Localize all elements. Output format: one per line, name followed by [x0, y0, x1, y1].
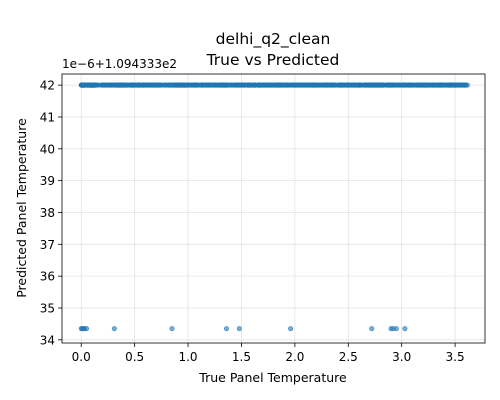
y-tick-label: 42: [40, 79, 55, 93]
chart-title: delhi_q2_clean: [216, 30, 331, 49]
scatter-point: [99, 82, 105, 88]
x-tick-label: 0.5: [125, 350, 144, 364]
scatter-point-low: [84, 326, 90, 332]
scatter-point: [256, 82, 262, 88]
scatter-point: [457, 82, 463, 88]
scatter-point-low: [369, 326, 375, 332]
scatter-point-low: [224, 326, 230, 332]
scatter-point: [165, 82, 171, 88]
x-tick-label: 3.5: [446, 350, 465, 364]
x-tick-label: 2.0: [285, 350, 304, 364]
scatter-point: [247, 82, 253, 88]
scatter-point: [319, 82, 325, 88]
scatter-point: [181, 82, 187, 88]
scatter-point: [270, 82, 276, 88]
scatter-point: [297, 82, 303, 88]
scatter-point-low: [393, 326, 399, 332]
scatter-point: [386, 82, 392, 88]
scatter-point: [370, 82, 376, 88]
x-tick-label: 2.5: [339, 350, 358, 364]
scatter-point: [431, 82, 437, 88]
scatter-point: [157, 82, 163, 88]
scatter-point: [352, 82, 358, 88]
scatter-point: [442, 82, 448, 88]
scatter-point: [87, 82, 93, 88]
scatter-point: [409, 82, 415, 88]
x-axis-ticks: 0.0 0.5 1.0 1.5 2.0 2.5 3.0 3.5: [72, 343, 465, 364]
y-tick-label: 37: [40, 238, 55, 252]
scatter-point: [435, 82, 441, 88]
scatter-point-low: [288, 326, 294, 332]
x-tick-label: 1.0: [178, 350, 197, 364]
y-axis-ticks: 34 35 36 37 38 39 40 41 42: [40, 79, 62, 347]
scatter-point: [449, 82, 455, 88]
scatter-point: [342, 82, 348, 88]
scatter-point: [186, 82, 192, 88]
x-tick-label: 1.5: [232, 350, 251, 364]
y-tick-label: 40: [40, 142, 55, 156]
x-axis-label: True Panel Temperature: [198, 370, 347, 385]
x-tick-label: 0.0: [72, 350, 91, 364]
x-tick-label: 3.0: [392, 350, 411, 364]
scatter-point: [128, 82, 134, 88]
scatter-point: [191, 82, 197, 88]
plot-frame: [61, 73, 486, 344]
scatter-point: [265, 82, 271, 88]
scatter-point: [396, 82, 402, 88]
scatter-point: [415, 82, 421, 88]
scatter-point: [150, 82, 156, 88]
scatter-point: [123, 82, 129, 88]
grid-lines: [62, 74, 485, 343]
y-tick-label: 34: [40, 333, 55, 347]
scatter-point: [275, 82, 281, 88]
scatter-point: [110, 82, 116, 88]
data-points: [78, 82, 470, 332]
y-tick-label: 35: [40, 301, 55, 315]
y-tick-label: 41: [40, 110, 55, 124]
chart-subtitle: True vs Predicted: [206, 51, 340, 69]
scatter-point-low: [169, 326, 175, 332]
scatter-point: [462, 82, 468, 88]
y-tick-label: 39: [40, 174, 55, 188]
y-offset-label: 1e−6+1.094333e2: [62, 57, 177, 71]
scatter-point: [424, 82, 430, 88]
y-tick-label: 36: [40, 270, 55, 284]
y-axis-label: Predicted Panel Temperature: [14, 118, 29, 298]
scatter-point: [226, 82, 232, 88]
scatter-point: [176, 82, 182, 88]
scatter-point-low: [111, 326, 117, 332]
scatter-point: [141, 82, 147, 88]
scatter-point: [329, 82, 335, 88]
scatter-point: [221, 82, 227, 88]
scatter-point-low: [236, 326, 242, 332]
scatter-point: [282, 82, 288, 88]
scatter-point: [115, 82, 121, 88]
scatter-point: [380, 82, 386, 88]
scatter-point-low: [402, 326, 408, 332]
scatter-point: [233, 82, 239, 88]
scatter-point: [81, 82, 87, 88]
scatter-point: [292, 82, 298, 88]
scatter-point: [310, 82, 316, 88]
scatter-point: [169, 82, 175, 88]
scatter-point: [362, 82, 368, 88]
scatter-point: [208, 82, 214, 88]
y-tick-label: 38: [40, 206, 55, 220]
